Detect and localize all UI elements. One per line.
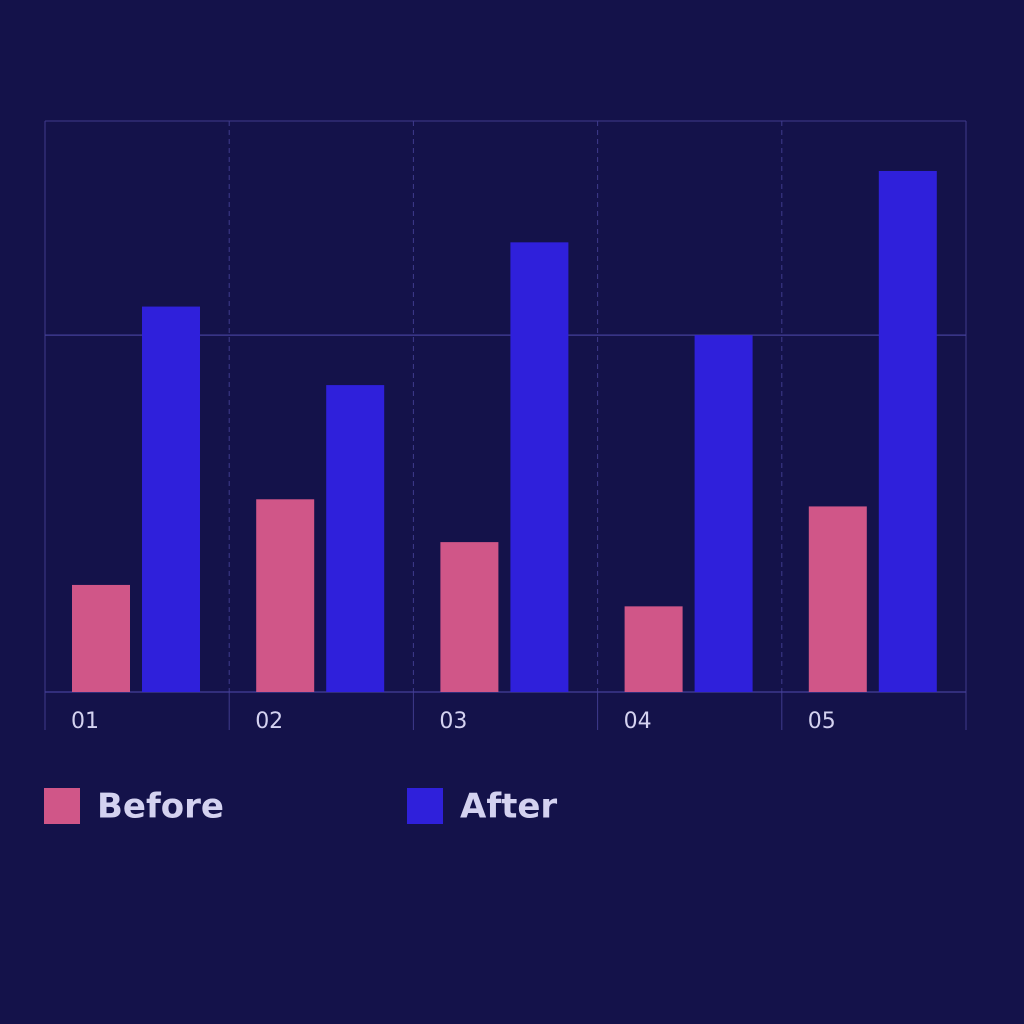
x-tick-label: 04 [624, 709, 652, 734]
bar [256, 499, 315, 692]
bar [694, 335, 753, 692]
bar [808, 506, 867, 692]
bar [326, 385, 385, 692]
x-tick-label: 05 [808, 709, 836, 734]
legend-swatch [407, 788, 443, 824]
bar [142, 306, 200, 692]
legend-label: Before [97, 787, 224, 827]
bar [624, 606, 683, 692]
x-tick-label: 03 [439, 709, 467, 734]
x-tick-label: 02 [255, 709, 283, 734]
legend-label: After [460, 787, 557, 827]
bar [440, 542, 499, 692]
bar [72, 584, 130, 692]
bar [878, 170, 937, 692]
bar [510, 242, 569, 692]
x-tick-label: 01 [71, 709, 99, 734]
legend-swatch [44, 788, 80, 824]
plot-frame [44, 120, 967, 730]
